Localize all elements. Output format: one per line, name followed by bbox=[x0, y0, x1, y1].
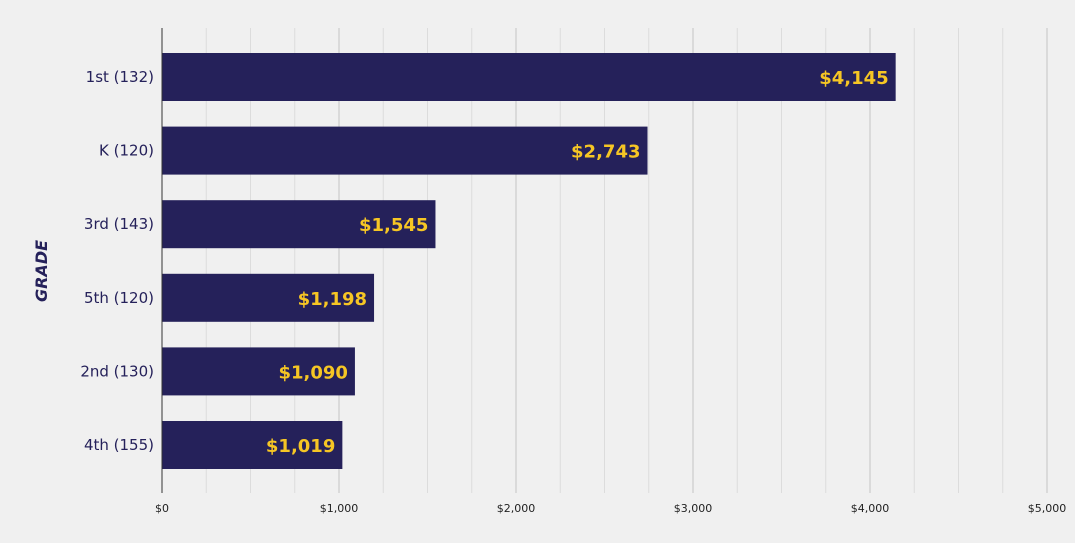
x-tick-label: $0 bbox=[155, 502, 169, 515]
category-label: K (120) bbox=[99, 142, 154, 160]
bar-value-label: $2,743 bbox=[571, 142, 640, 163]
bar bbox=[162, 421, 343, 469]
category-label: 1st (132) bbox=[86, 68, 154, 86]
bar-value-label: $1,019 bbox=[266, 436, 335, 457]
bar-value-label: $1,545 bbox=[359, 215, 428, 236]
y-axis-title: GRADE bbox=[32, 240, 51, 302]
bar bbox=[162, 126, 648, 175]
category-label: 3rd (143) bbox=[84, 215, 154, 233]
category-label: 5th (120) bbox=[84, 289, 154, 307]
bar bbox=[162, 347, 355, 396]
bar-value-label: $1,090 bbox=[278, 362, 347, 383]
x-tick-label: $5,000 bbox=[1028, 502, 1067, 515]
x-tick-label: $2,000 bbox=[497, 502, 536, 515]
bar bbox=[162, 53, 896, 101]
x-tick-labels: $0 $1,000 $2,000 $3,000 $4,000 $5,000 bbox=[155, 502, 1066, 515]
bar-value-label: $1,198 bbox=[298, 289, 367, 310]
x-tick-label: $4,000 bbox=[851, 502, 890, 515]
x-tick-label: $1,000 bbox=[320, 502, 359, 515]
category-label: 4th (155) bbox=[84, 436, 154, 454]
gridlines bbox=[205, 28, 1048, 493]
category-labels: 1st (132) K (120) 3rd (143) 5th (120) 2nd (1… bbox=[80, 68, 154, 454]
x-tick-label: $3,000 bbox=[674, 502, 713, 515]
bar-value-label: $4,145 bbox=[819, 68, 888, 89]
category-label: 2nd (130) bbox=[80, 362, 154, 380]
bar bbox=[162, 273, 375, 322]
bars: $4,145 $2,743 $1,545 $1,198 $1,090 $1,019 bbox=[162, 53, 896, 469]
bar bbox=[162, 200, 436, 249]
